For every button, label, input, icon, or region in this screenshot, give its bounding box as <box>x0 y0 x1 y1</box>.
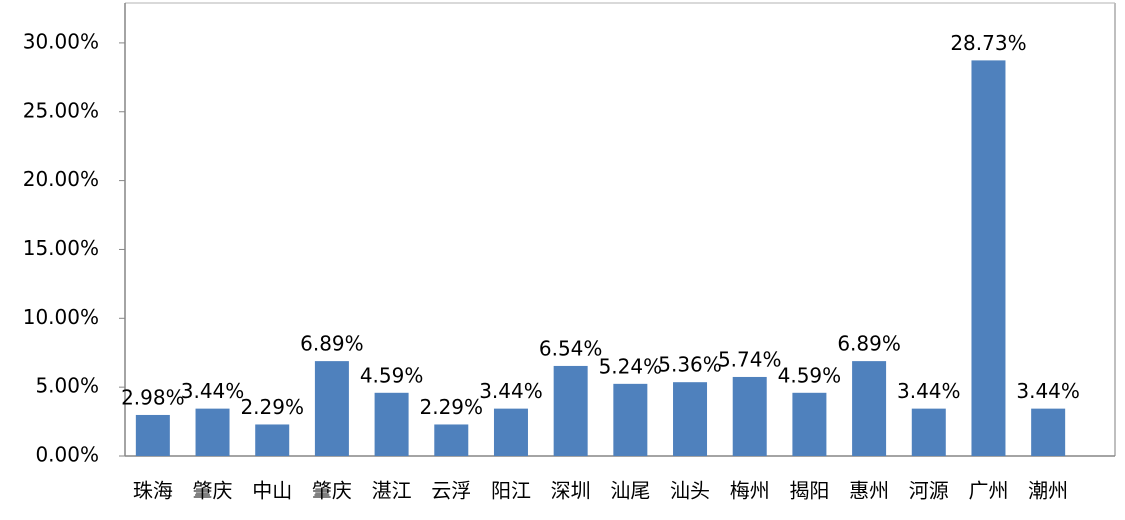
x-tick-label: 珠海 <box>133 479 173 503</box>
data-label: 5.24% <box>599 354 663 378</box>
bar <box>255 424 290 456</box>
bar <box>732 376 767 456</box>
bar <box>195 408 230 456</box>
bar <box>852 361 887 456</box>
x-tick-label: 肇庆 <box>312 479 352 503</box>
bar <box>135 414 170 456</box>
x-tick-label: 深圳 <box>551 479 591 503</box>
bar <box>911 408 946 456</box>
y-tick-label: 30.00% <box>23 29 99 53</box>
bar <box>493 408 528 456</box>
x-tick-label: 云浮 <box>431 479 471 503</box>
bar <box>374 392 409 456</box>
data-label: 5.36% <box>658 353 722 377</box>
data-label: 6.89% <box>837 332 901 356</box>
x-tick-label: 潮州 <box>1028 479 1068 503</box>
bar <box>434 424 469 456</box>
data-label: 4.59% <box>360 363 424 387</box>
x-tick-label: 梅州 <box>730 479 770 503</box>
data-label: 3.44% <box>479 379 543 403</box>
x-tick-label: 汕头 <box>670 479 710 503</box>
x-tick-label: 湛江 <box>372 479 412 503</box>
y-tick-label: 25.00% <box>23 98 99 122</box>
data-label: 2.29% <box>420 395 484 419</box>
data-label: 28.73% <box>950 31 1026 55</box>
bar <box>1031 408 1066 456</box>
bar <box>673 382 708 456</box>
y-tick-label: 20.00% <box>23 167 99 191</box>
bar <box>971 60 1006 456</box>
x-tick-label: 中山 <box>252 479 292 503</box>
data-label: 2.29% <box>240 395 304 419</box>
data-label: 5.74% <box>718 347 782 371</box>
x-tick-label: 汕尾 <box>610 479 650 503</box>
data-label: 6.89% <box>300 332 364 356</box>
y-tick-label: 0.00% <box>35 443 99 467</box>
data-label: 4.59% <box>778 363 842 387</box>
bar <box>613 383 648 456</box>
x-tick-label: 阳江 <box>491 479 531 503</box>
bar <box>553 365 588 456</box>
x-tick-label: 广州 <box>968 479 1008 503</box>
bar <box>314 361 349 456</box>
x-tick-label: 河源 <box>909 479 949 503</box>
data-label: 3.44% <box>1016 379 1080 403</box>
data-label: 2.98% <box>121 385 185 409</box>
y-tick-label: 10.00% <box>23 305 99 329</box>
data-label: 6.54% <box>539 336 603 360</box>
x-tick-label: 肇庆 <box>193 479 233 503</box>
y-tick-label: 5.00% <box>35 374 99 398</box>
data-label: 3.44% <box>897 379 961 403</box>
x-tick-label: 揭阳 <box>789 479 829 503</box>
data-label: 3.44% <box>181 379 245 403</box>
y-tick-label: 15.00% <box>23 236 99 260</box>
x-tick-label: 惠州 <box>849 479 889 503</box>
bar <box>792 392 827 456</box>
